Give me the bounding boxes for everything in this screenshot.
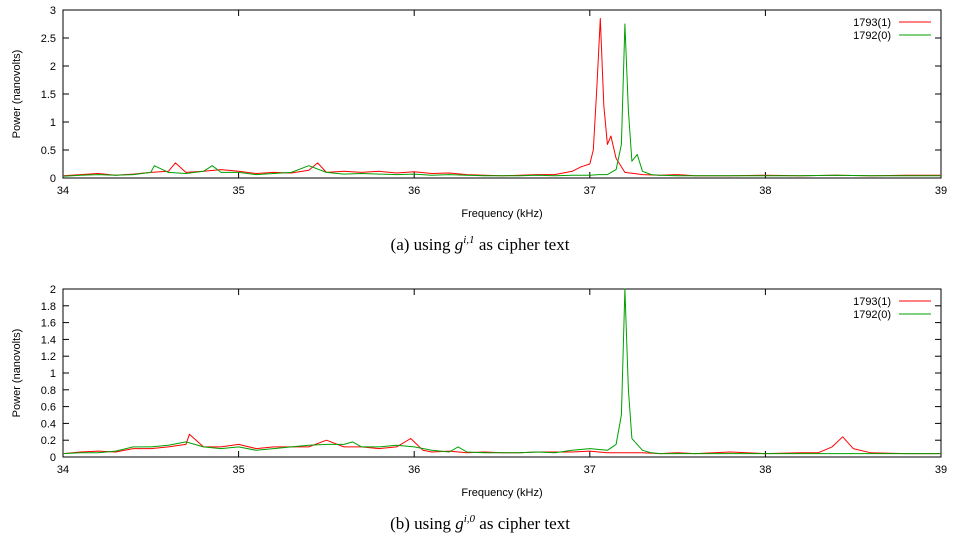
caption-superscript: i,0 — [464, 513, 476, 525]
x-axis-label: Frequency (kHz) — [461, 208, 542, 220]
x-tick-label: 38 — [759, 185, 771, 197]
y-tick-label: 0.2 — [41, 435, 56, 447]
caption-suffix: as cipher text — [475, 514, 570, 533]
y-tick-label: 1.5 — [41, 89, 56, 101]
y-tick-label: 1 — [50, 368, 56, 380]
y-tick-label: 0.8 — [41, 385, 56, 397]
y-tick-label: 1 — [50, 117, 56, 129]
caption-prefix: (b) using — [390, 514, 455, 533]
y-tick-label: 1.2 — [41, 351, 56, 363]
x-tick-label: 36 — [408, 185, 420, 197]
y-tick-label: 2 — [50, 284, 56, 296]
y-tick-label: 1.8 — [41, 301, 56, 313]
x-tick-label: 35 — [232, 464, 244, 476]
caption-superscript: i,1 — [463, 234, 474, 246]
caption-prefix: (a) using — [391, 235, 455, 254]
legend-label: 1793(1) — [853, 17, 891, 29]
caption-suffix: as cipher text — [475, 235, 570, 254]
y-tick-label: 0.5 — [41, 145, 56, 157]
y-tick-label: 1.4 — [41, 334, 56, 346]
y-tick-label: 0.4 — [41, 418, 56, 430]
chart-panel-a: 0 0.5 1 1.5 2 2.5 3 34 35 36 37 38 39 Frequency (kHz)… — [11, 5, 947, 254]
y-axis-label: Power (nanovolts) — [11, 329, 23, 418]
x-tick-label: 35 — [232, 185, 244, 197]
legend-label: 1792(0) — [853, 309, 891, 321]
caption-symbol: g — [455, 514, 464, 533]
x-tick-label: 37 — [584, 185, 596, 197]
x-tick-label: 38 — [759, 464, 771, 476]
series-line-17920 — [62, 23, 941, 177]
y-tick-label: 3 — [50, 5, 56, 17]
chart-panel-b: 0 0.2 0.4 0.6 0.8 1 1.2 1.4 1.6 1.8 2 34 35 36 37 38 39 F… — [11, 284, 947, 533]
series-line-17931 — [62, 17, 941, 177]
legend-label: 1793(1) — [853, 296, 891, 308]
caption-symbol: g — [455, 235, 464, 254]
y-tick-label: 2.5 — [41, 33, 56, 45]
y-tick-label: 1.6 — [41, 318, 56, 330]
figure-caption: (a) using gi,1 as cipher text — [391, 234, 570, 254]
y-tick-label: 0 — [50, 452, 56, 464]
figure-caption: (b) using gi,0 as cipher text — [390, 513, 570, 533]
y-tick-label: 0.6 — [41, 402, 56, 414]
series-line-17920 — [62, 288, 941, 455]
x-axis-label: Frequency (kHz) — [461, 487, 542, 499]
x-tick-label: 34 — [57, 185, 69, 197]
y-tick-label: 0 — [50, 173, 56, 185]
x-tick-label: 36 — [408, 464, 420, 476]
x-tick-label: 39 — [935, 185, 947, 197]
plot-frame — [62, 288, 942, 458]
plot-frame — [62, 9, 942, 179]
legend-label: 1792(0) — [853, 30, 891, 42]
x-tick-label: 37 — [584, 464, 596, 476]
x-tick-label: 34 — [57, 464, 69, 476]
y-tick-label: 2 — [50, 61, 56, 73]
y-axis-label: Power (nanovolts) — [11, 50, 23, 139]
x-tick-label: 39 — [935, 464, 947, 476]
